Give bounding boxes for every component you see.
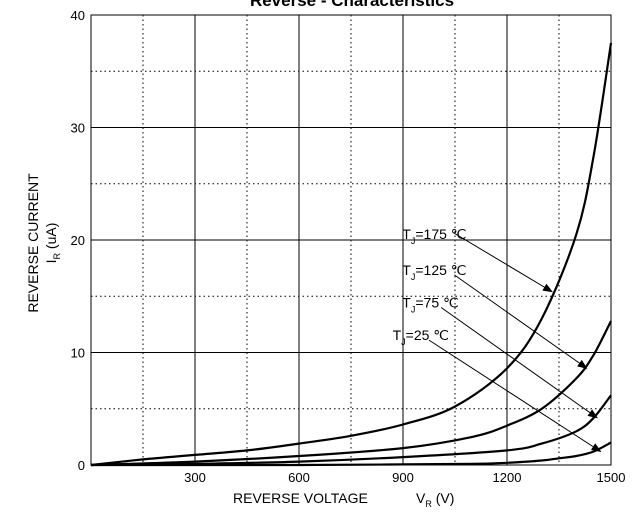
series-label: TJ=175 ℃ — [402, 226, 466, 246]
annotation-arrow — [440, 307, 598, 419]
series-annotations: TJ=175 ℃ TJ=125 ℃ TJ=75 ℃ TJ=25 ℃ — [393, 226, 602, 453]
series-line-0 — [90, 42, 613, 467]
x-tick-label: 900 — [392, 470, 414, 485]
chart-title: Reverse - Characteristics — [250, 0, 454, 10]
y-tick-label: 40 — [71, 8, 85, 23]
y-tick-label: 0 — [78, 458, 85, 473]
x-axis-symbol: VR (V) — [416, 490, 454, 509]
series-line-1 — [90, 320, 612, 467]
x-tick-label: 300 — [184, 470, 206, 485]
series-label: TJ=75 ℃ — [402, 295, 458, 315]
y-axis-symbol: IR (uA) — [43, 223, 62, 264]
annotation-arrow — [454, 274, 588, 369]
series-lines — [90, 42, 613, 467]
annotation-arrow — [454, 232, 553, 293]
x-axis-label: REVERSE VOLTAGE — [233, 490, 368, 506]
tick-labels: 300 600 900 1200 1500 0 10 20 30 40 — [71, 8, 626, 485]
x-tick-label: 1500 — [597, 470, 626, 485]
y-tick-label: 20 — [71, 233, 85, 248]
series-label: TJ=125 ℃ — [402, 262, 466, 282]
annotation-arrow — [428, 339, 602, 453]
y-axis-label: REVERSE CURRENT — [25, 173, 41, 313]
y-tick-label: 10 — [71, 346, 85, 361]
y-axis-title: REVERSE CURRENT IR (uA) — [25, 173, 62, 313]
x-tick-label: 600 — [288, 470, 310, 485]
series-line-2 — [90, 394, 612, 467]
x-tick-label: 1200 — [493, 470, 522, 485]
x-axis-title: REVERSE VOLTAGE VR (V) — [233, 490, 454, 509]
series-label: TJ=25 ℃ — [393, 327, 449, 347]
y-tick-label: 30 — [71, 121, 85, 136]
plot-frame — [90, 14, 612, 466]
